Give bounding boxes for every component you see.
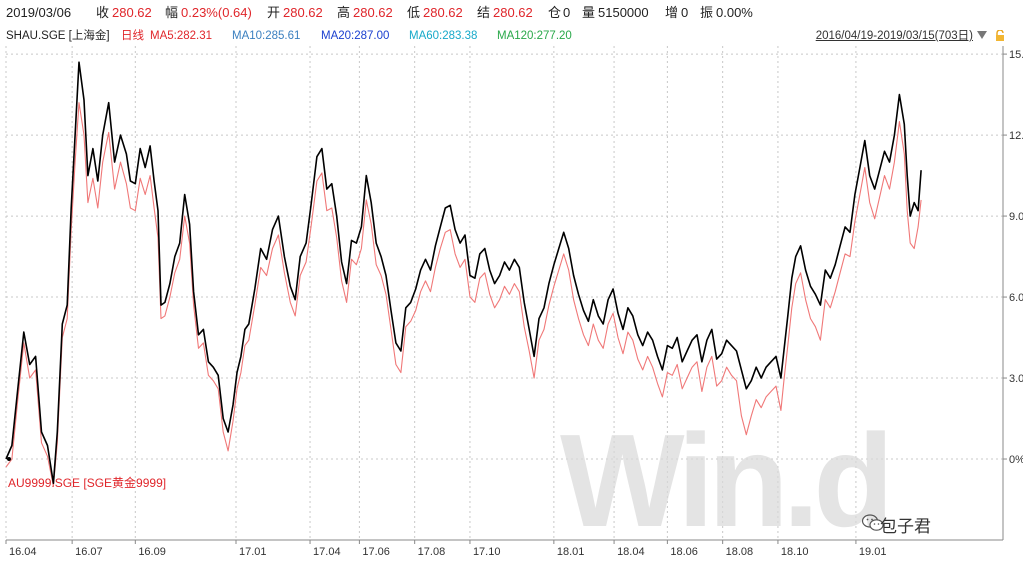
settle-label: 结 bbox=[477, 5, 491, 20]
x-tick-label: 17.06 bbox=[362, 546, 390, 558]
ma60-label: MA60:283.38 bbox=[409, 30, 478, 42]
high-label: 高 bbox=[337, 5, 351, 20]
date-range-link[interactable]: 2016/04/19-2019/03/15(703日) bbox=[815, 30, 973, 42]
x-tick-label: 17.10 bbox=[473, 546, 501, 558]
x-tick-label: 16.09 bbox=[138, 546, 166, 558]
watermark: Win.d bbox=[560, 407, 894, 554]
volume-value: 5150000 bbox=[598, 5, 649, 20]
ma120-label: MA120:277.20 bbox=[497, 30, 572, 42]
open-value: 280.62 bbox=[283, 5, 323, 20]
security-code[interactable]: SHAU.SGE [上海金] bbox=[6, 30, 110, 42]
close-value: 280.62 bbox=[112, 5, 152, 20]
close-label: 收 bbox=[96, 5, 110, 20]
position-value: 0 bbox=[563, 5, 571, 20]
y-tick-label: 12.00% bbox=[1009, 130, 1023, 142]
x-tick-label: 18.06 bbox=[670, 546, 698, 558]
amplitude-label: 振 bbox=[700, 5, 714, 20]
lock-icon[interactable] bbox=[995, 30, 1005, 41]
change-label: 幅 bbox=[165, 5, 179, 20]
settle-value: 280.62 bbox=[493, 5, 533, 20]
x-tick-label: 17.08 bbox=[418, 546, 446, 558]
legend-bar: SHAU.SGE [上海金] 日线 MA5:282.31 MA10:285.61… bbox=[0, 28, 1023, 44]
dropdown-triangle-icon[interactable] bbox=[977, 31, 987, 39]
start-marker bbox=[7, 457, 11, 462]
ma5-label: MA5:282.31 bbox=[150, 30, 213, 42]
quote-info-bar: 2019/03/06 收 280.62 幅 0.23%(0.64) 开 280.… bbox=[0, 0, 1023, 26]
amplitude-value: 0.00% bbox=[716, 5, 753, 20]
series-line-au9999 bbox=[5, 102, 922, 487]
period-label[interactable]: 日线 bbox=[121, 30, 144, 42]
wechat-icon bbox=[862, 514, 884, 531]
x-tick-label: 19.01 bbox=[859, 546, 887, 558]
x-tick-label: 16.07 bbox=[75, 546, 103, 558]
secondary-series-label: AU9999.SGE [SGE黄金9999] bbox=[8, 476, 167, 490]
y-tick-label: 3.00% bbox=[1009, 373, 1023, 385]
position-label: 仓 bbox=[548, 5, 562, 20]
y-tick-label: 6.00% bbox=[1009, 292, 1023, 304]
ma20-label: MA20:287.00 bbox=[321, 30, 390, 42]
quote-date: 2019/03/06 bbox=[6, 5, 72, 20]
x-tick-label: 18.01 bbox=[557, 546, 585, 558]
open-label: 开 bbox=[267, 5, 281, 20]
low-value: 280.62 bbox=[423, 5, 463, 20]
x-tick-label: 17.01 bbox=[239, 546, 267, 558]
wechat-account-name: 包子君 bbox=[880, 517, 931, 536]
x-axis: 16.04 16.07 16.09 17.01 17.04 17.06 17.08 17.10… bbox=[5, 539, 1003, 558]
x-tick-label: 16.04 bbox=[9, 546, 37, 558]
y-tick-label: 9.00% bbox=[1009, 211, 1023, 223]
x-tick-label: 18.08 bbox=[726, 546, 754, 558]
series-line-shau bbox=[5, 61, 922, 485]
increase-value: 0 bbox=[681, 5, 689, 20]
x-tick-label: 18.04 bbox=[617, 546, 645, 558]
change-value: 0.23%(0.64) bbox=[181, 5, 252, 20]
ma10-label: MA10:285.61 bbox=[232, 30, 301, 42]
y-tick-label: 0% bbox=[1009, 454, 1023, 466]
volume-label: 量 bbox=[582, 5, 596, 20]
y-axis: 0% 3.00% 6.00% 9.00% 12.00% 15.00% bbox=[1002, 46, 1023, 540]
y-tick-label: 15.00% bbox=[1009, 49, 1023, 61]
series-layer bbox=[5, 61, 922, 487]
x-tick-label: 17.04 bbox=[313, 546, 341, 558]
high-value: 280.62 bbox=[353, 5, 393, 20]
x-tick-label: 18.10 bbox=[781, 546, 809, 558]
increase-label: 增 bbox=[665, 5, 679, 20]
low-label: 低 bbox=[407, 5, 421, 20]
